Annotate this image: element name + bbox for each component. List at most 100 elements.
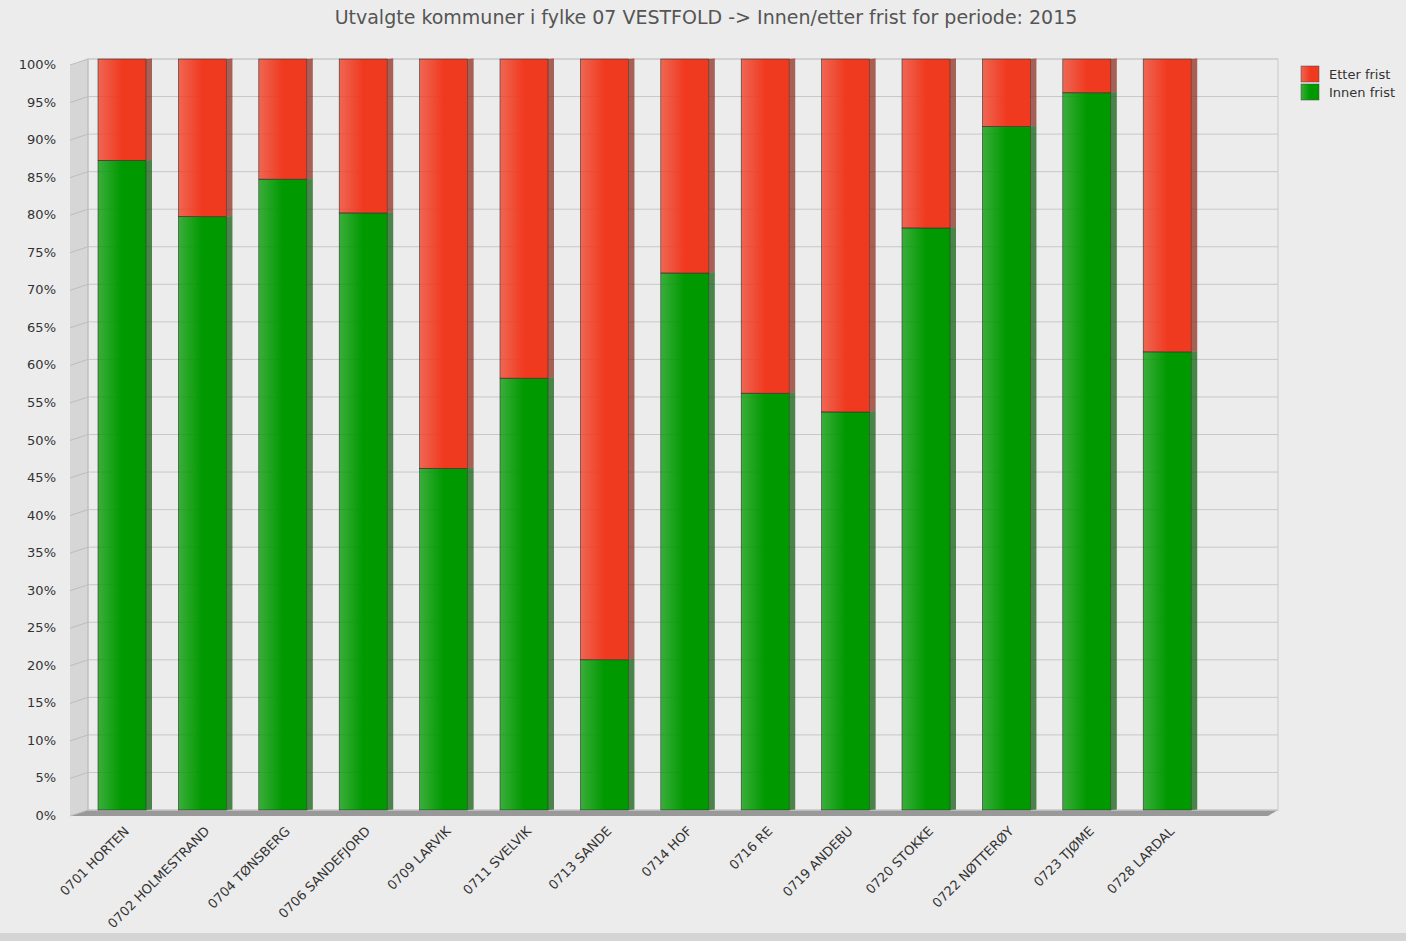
bar: [420, 468, 468, 810]
tick-mark: [70, 435, 88, 441]
bar-side: [628, 58, 634, 660]
bar: [902, 59, 950, 228]
legend-label: Etter frist: [1329, 67, 1390, 82]
tick-mark: [70, 660, 88, 666]
tick-mark: [70, 510, 88, 516]
bar-side-shade: [950, 59, 956, 228]
y-tick-label: 85%: [27, 170, 56, 185]
bar-side: [468, 467, 474, 810]
tick-mark: [70, 209, 88, 215]
chart: Utvalgte kommuner i fylke 07 VESTFOLD ->…: [0, 0, 1406, 941]
bar-side: [709, 58, 715, 273]
bar-side-shade: [387, 213, 393, 810]
bar-side-shade: [226, 59, 232, 217]
bar-side: [950, 227, 956, 810]
bar: [420, 59, 468, 468]
bar-side-shade: [1030, 59, 1036, 127]
bar: [982, 59, 1030, 127]
bar-side-shade: [226, 217, 232, 810]
y-tick-label: 25%: [27, 620, 56, 635]
title: Utvalgte kommuner i fylke 07 VESTFOLD ->…: [335, 6, 1078, 28]
x-tick-label: 0711 SVELVIK: [460, 823, 534, 897]
bar-side: [548, 58, 554, 378]
bar: [259, 179, 307, 810]
bar-side: [387, 212, 393, 810]
tick-mark: [70, 172, 88, 178]
bar: [339, 59, 387, 213]
bars: [98, 58, 1197, 810]
x-tick-label: 0701 HORTEN: [57, 824, 132, 899]
tick-mark: [70, 697, 88, 703]
bar: [822, 412, 870, 810]
bar-side: [789, 58, 795, 393]
y-tick-label: 5%: [35, 770, 56, 785]
bar: [661, 273, 709, 810]
bar-side-shade: [307, 179, 313, 810]
bar: [741, 393, 789, 810]
bar-side-shade: [468, 468, 474, 810]
bar-side: [387, 58, 393, 213]
bar: [661, 59, 709, 273]
bar-side: [709, 272, 715, 810]
tick-mark: [70, 59, 88, 65]
x-tick-label: 0702 HOLMESTRAND: [105, 824, 213, 932]
bar: [822, 59, 870, 412]
bar: [178, 217, 226, 810]
x-tick-label: 0728 LARDAL: [1104, 823, 1178, 897]
bar-side: [870, 58, 876, 412]
bar: [1143, 352, 1191, 810]
bar-side: [146, 159, 152, 810]
y-tick-label: 0%: [35, 808, 56, 823]
bar: [741, 59, 789, 393]
x-tick-label: 0709 LARVIK: [384, 823, 454, 893]
y-tick-label: 20%: [27, 658, 56, 673]
x-tick-label: 0719 ANDEBU: [780, 824, 856, 900]
x-tick-label: 0720 STOKKE: [863, 824, 936, 897]
bar-side: [146, 58, 152, 160]
bar: [902, 228, 950, 810]
y-tick-label: 35%: [27, 545, 56, 560]
bar-side: [1030, 126, 1036, 810]
bar-side: [1111, 58, 1117, 93]
y-tick-label: 45%: [27, 470, 56, 485]
bar-side: [1191, 351, 1197, 810]
tick-mark: [70, 397, 88, 403]
bar-side: [950, 58, 956, 228]
bar: [1063, 59, 1111, 93]
y-tick-label: 75%: [27, 245, 56, 260]
bar-side-shade: [789, 59, 795, 393]
tick-mark: [70, 284, 88, 290]
bar: [500, 378, 548, 810]
x-tick-label: 0714 HOF: [639, 824, 695, 880]
bar: [259, 59, 307, 179]
y-tick-label: 30%: [27, 583, 56, 598]
bar: [1143, 59, 1191, 352]
x-tick-label: 0716 RE: [726, 824, 775, 873]
tick-mark: [70, 322, 88, 328]
bar-side-shade: [146, 160, 152, 810]
tick-mark: [70, 622, 88, 628]
bar-side: [1030, 58, 1036, 127]
bar: [339, 213, 387, 810]
tick-mark: [70, 735, 88, 741]
tick-mark: [70, 134, 88, 140]
legend-label: Innen frist: [1329, 85, 1395, 100]
y-tick-label: 95%: [27, 95, 56, 110]
bar-side-shade: [870, 412, 876, 810]
bar-side: [307, 178, 313, 810]
bar: [982, 127, 1030, 810]
bottom-strip: [0, 933, 1406, 941]
y-tick-label: 55%: [27, 395, 56, 410]
bar-side-shade: [1111, 93, 1117, 810]
tick-mark: [70, 247, 88, 253]
bar-side-shade: [387, 59, 393, 213]
bar: [98, 59, 146, 160]
bar-side-shade: [628, 660, 634, 810]
x-tick-label: 0704 TØNSBERG: [205, 824, 293, 912]
bar-side-shade: [1030, 127, 1036, 810]
legend-key: [1301, 84, 1319, 100]
bar-side-shade: [1191, 352, 1197, 810]
plot-area: [88, 59, 1278, 810]
x-tick-label: 0706 SANDEFJORD: [276, 824, 374, 922]
bar-side-shade: [468, 59, 474, 468]
